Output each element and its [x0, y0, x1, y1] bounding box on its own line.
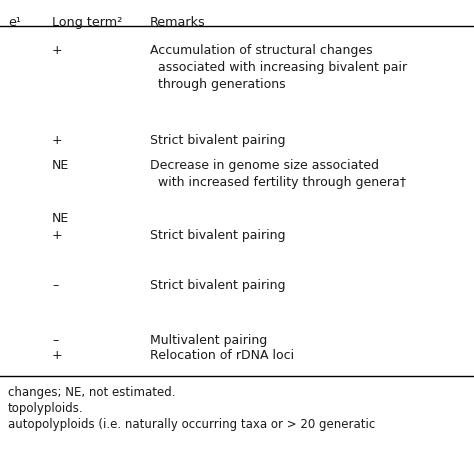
- Text: +: +: [52, 44, 63, 57]
- Text: Long term²: Long term²: [52, 16, 122, 29]
- Text: Multivalent pairing: Multivalent pairing: [150, 334, 267, 347]
- Text: changes; NE, not estimated.: changes; NE, not estimated.: [8, 386, 175, 399]
- Text: e¹: e¹: [8, 16, 21, 29]
- Text: –: –: [52, 279, 58, 292]
- Text: Accumulation of structural changes
  associated with increasing bivalent pair
  : Accumulation of structural changes assoc…: [150, 44, 407, 91]
- Text: Strict bivalent pairing: Strict bivalent pairing: [150, 134, 285, 147]
- Text: Strict bivalent pairing: Strict bivalent pairing: [150, 229, 285, 242]
- Text: Relocation of rDNA loci: Relocation of rDNA loci: [150, 349, 294, 362]
- Text: +: +: [52, 349, 63, 362]
- Text: NE: NE: [52, 159, 69, 172]
- Text: +: +: [52, 229, 63, 242]
- Text: Decrease in genome size associated
  with increased fertility through genera†: Decrease in genome size associated with …: [150, 159, 406, 189]
- Text: autopolyploids (i.e. naturally occurring taxa or > 20 generatic: autopolyploids (i.e. naturally occurring…: [8, 418, 375, 431]
- Text: topolyploids.: topolyploids.: [8, 402, 83, 415]
- Text: NE: NE: [52, 212, 69, 225]
- Text: +: +: [52, 134, 63, 147]
- Text: Strict bivalent pairing: Strict bivalent pairing: [150, 279, 285, 292]
- Text: Remarks: Remarks: [150, 16, 206, 29]
- Text: –: –: [52, 334, 58, 347]
